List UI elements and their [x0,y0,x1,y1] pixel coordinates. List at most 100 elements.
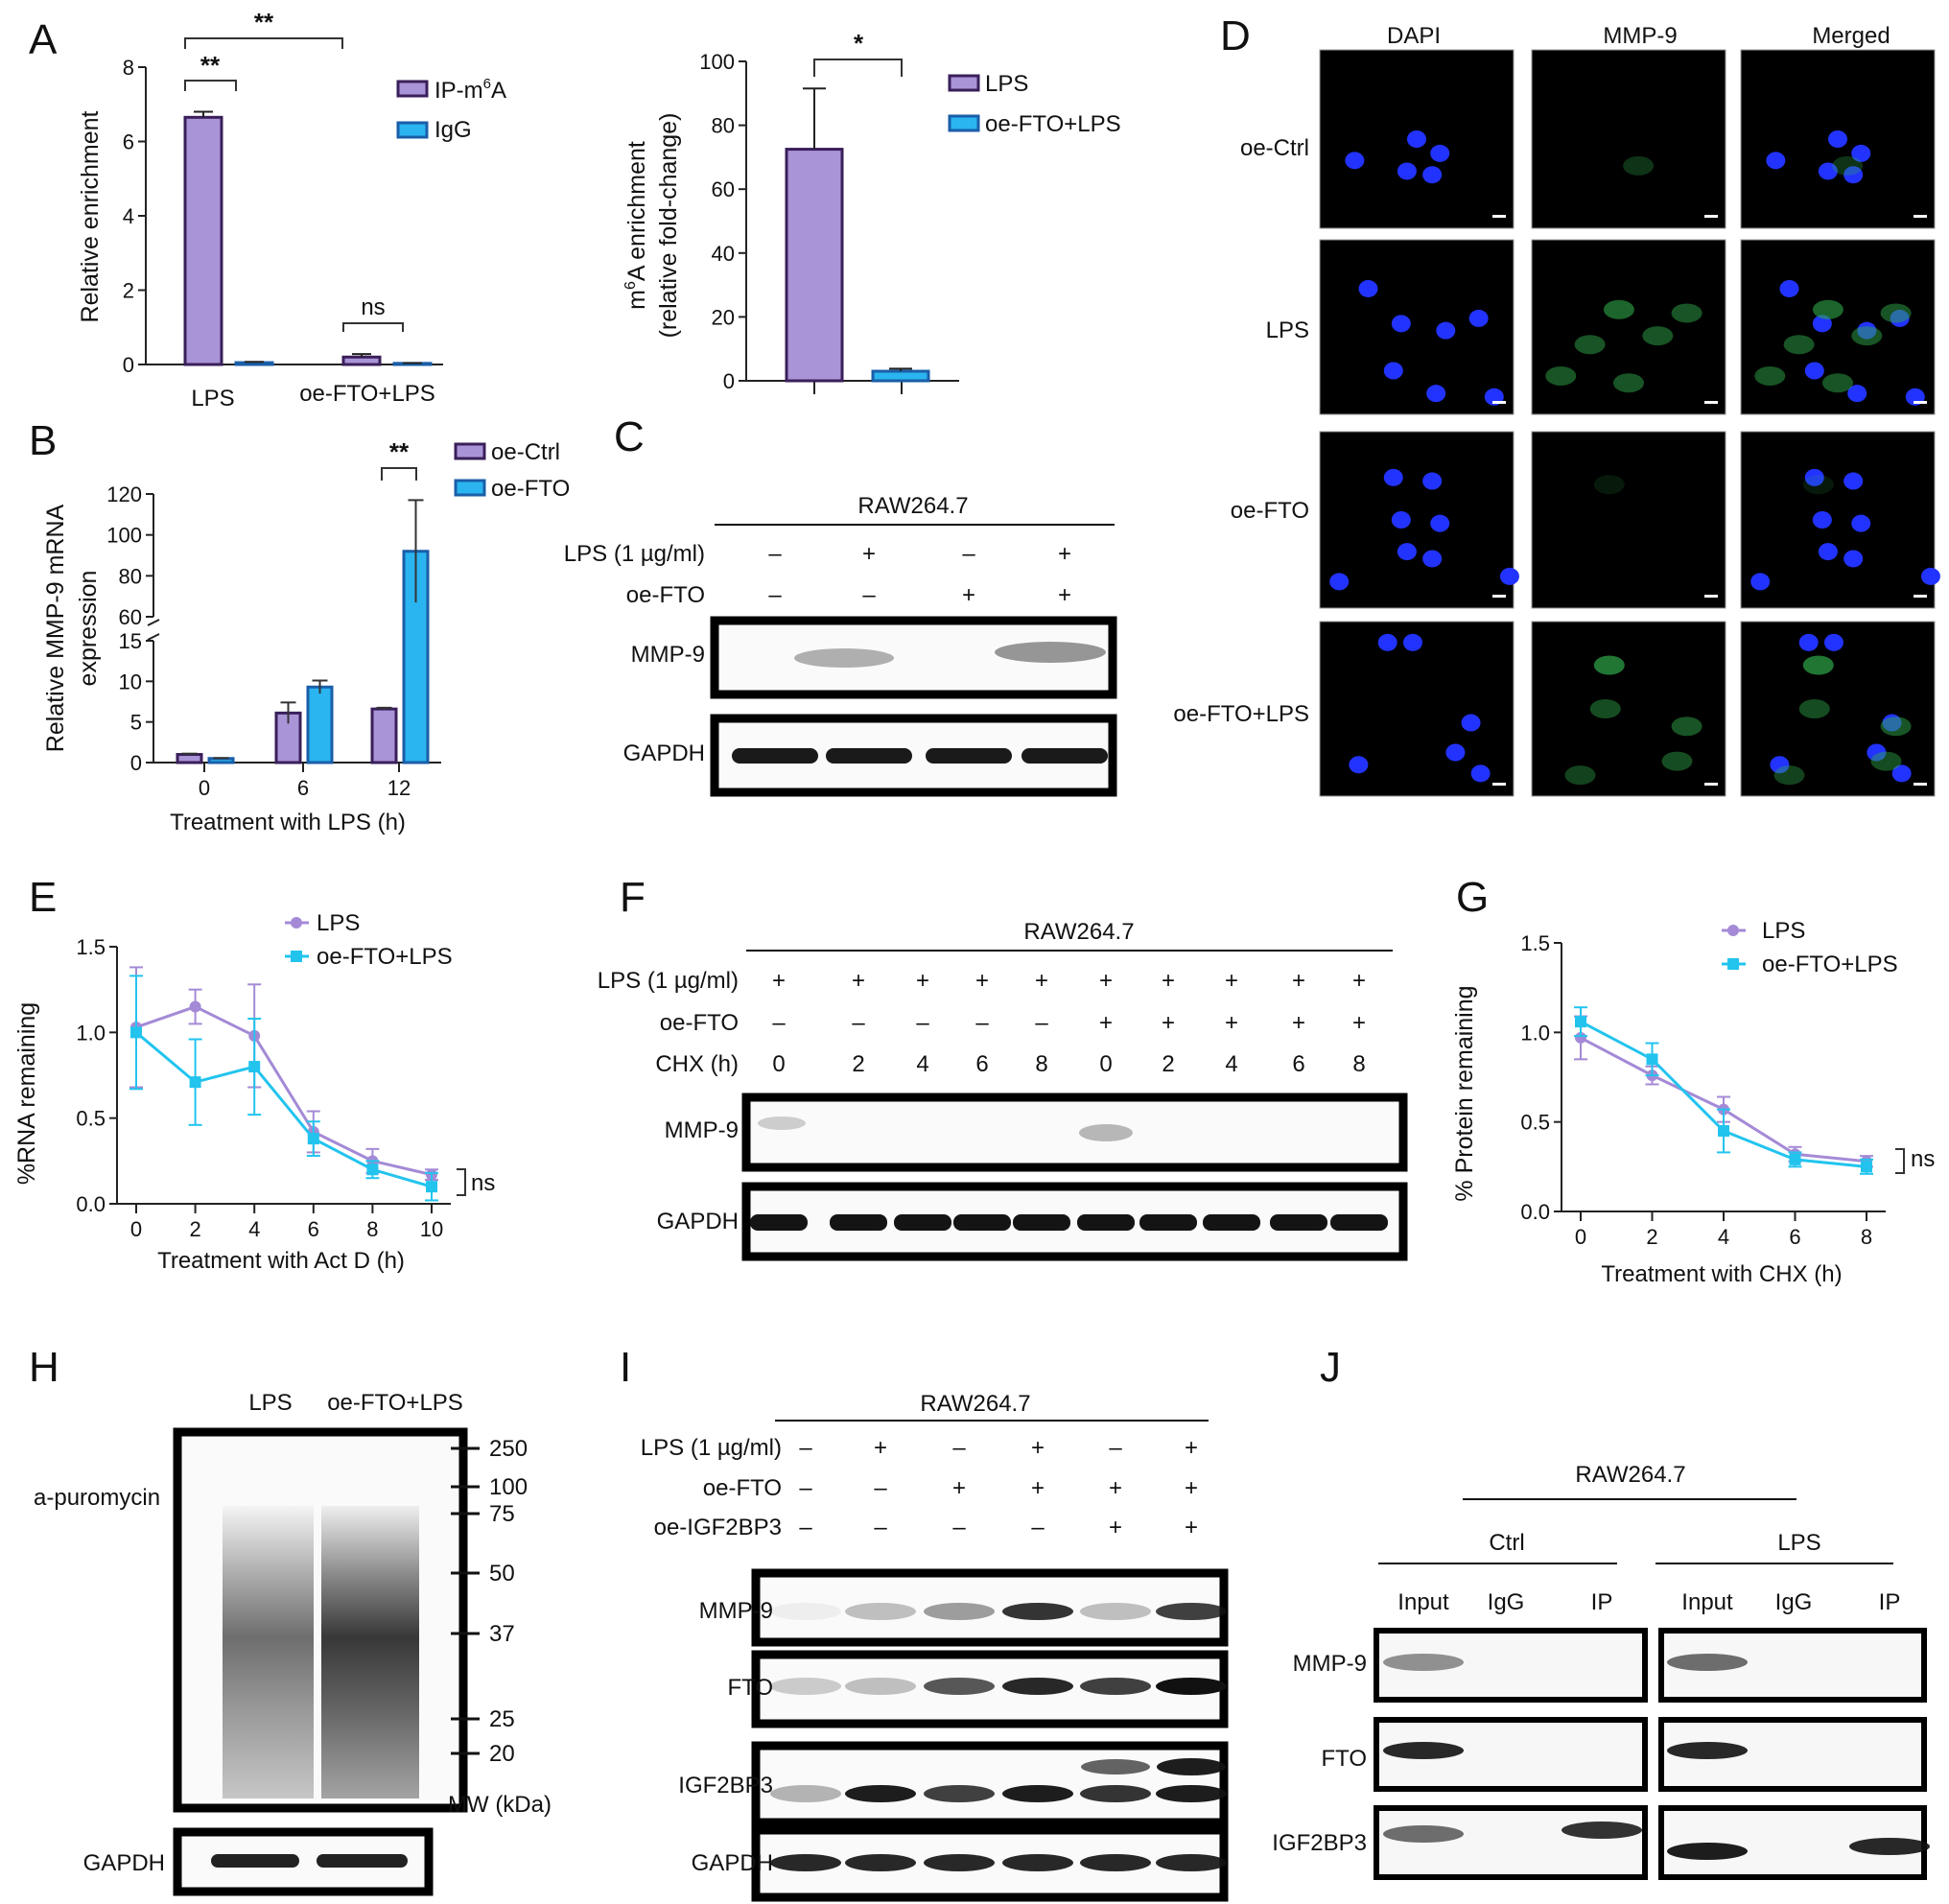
c-band-label-mmp9: MMP-9 [631,642,705,668]
i-sign-2-5: + [1185,1515,1198,1540]
panel-i-western: RAW264.7 LPS (1 µg/ml) oe-FTO oe-IGF2BP3… [641,1391,1229,1902]
d-row-oectrl: oe-Ctrl [1240,135,1309,161]
f-sign-1-4: – [1035,1010,1048,1036]
e-ns: ns [471,1170,495,1196]
d-nucleus-r2-c0-6 [1329,573,1350,591]
f-gapdh-band-8 [1270,1214,1327,1231]
b-sig-bracket [381,467,417,481]
i-blot-0 [751,1568,1229,1647]
d-signal-r1-c1-2 [1642,326,1674,346]
d-scalebar-r2-c0 [1492,595,1506,598]
d-image-r3-c1 [1531,621,1726,797]
f-gapdh-band-9 [1330,1214,1388,1231]
e-xtick-1: 2 [189,1217,200,1241]
h-blot-label: a-puromycin [34,1485,160,1511]
a2-sig-bracket [813,59,903,77]
d-nucleus-r3-c0-5 [1470,764,1491,783]
d-image-r0-c1 [1531,49,1726,229]
i-band-0-3 [1002,1603,1073,1620]
d-nucleus-r2-c2-7 [1920,567,1940,585]
d-nucleus-r2-c2-1 [1843,472,1864,490]
c-condition-signs: – + – + – – + + [768,541,1071,608]
i-condition-signs: – + – + – + – – + + + + – – – – + + [799,1435,1198,1540]
c-band-mmp9-lane2 [794,648,894,668]
e-ytick-2: 1.0 [76,1021,106,1045]
j-group-ctrl: Ctrl [1489,1530,1524,1556]
e-point-fto-0 [130,1026,142,1039]
d-signal-r3-c2-2 [1880,717,1912,737]
j-lane-5: IP [1879,1589,1901,1615]
d-scalebar-r1-c2 [1914,401,1927,404]
i-row-label-igf2bp3: oe-IGF2BP3 [654,1515,782,1540]
a2-sig: * [854,29,864,58]
b-ytick-up-3: 120 [106,482,142,506]
j-band-label-igf2bp3: IGF2BP3 [1272,1830,1367,1856]
c-gapdh-band-1 [826,748,912,764]
d-signal-r1-c1-3 [1671,303,1702,323]
d-image-grid [1319,49,1940,797]
a1-xtick-0: LPS [191,386,234,411]
b-ytick-low-1: 5 [130,711,142,735]
a2-legend-swatch-lps [948,74,980,92]
panel-letter-A: A [29,16,58,63]
d-image-r2-c0 [1319,431,1515,609]
a1-sig-bracket-2 [184,37,343,49]
e-legend-marker-lps [291,917,302,928]
d-signal-r2-c2-0 [1802,475,1834,495]
i-sign-2-0: – [799,1515,812,1540]
c-sign-1-3: + [1058,582,1071,608]
d-nucleus-r0-c0-2 [1430,144,1450,162]
d-signal-r2-c1-0 [1593,475,1625,495]
i-band-3-4 [1080,1854,1151,1871]
b-ytick-low-3: 15 [119,629,142,653]
f-sign-1-9: + [1352,1010,1366,1036]
i-band-1-1 [845,1678,916,1695]
f-sign-0-5: + [1099,968,1113,994]
i-sign-2-4: + [1109,1515,1122,1540]
a1-sig-1: ** [200,51,221,80]
j-band-3 [1667,1742,1748,1759]
e-point-fto-2 [248,1061,261,1073]
b-legend-fto: oe-FTO [491,476,570,502]
d-signal-r1-c1-0 [1545,365,1577,386]
h-lane-lps-smear [223,1506,314,1798]
i-band-igf2bp3-oe-5 [1081,1759,1150,1775]
f-sign-1-8: + [1292,1010,1305,1036]
d-nucleus-r2-c0-3 [1430,514,1450,532]
a1-legend-swatch-ipm6a [396,80,429,98]
a1-ylabel: Relative enrichment [77,110,104,322]
i-band-label-mmp9: MMP-9 [699,1598,773,1624]
a1-ytick-1: 2 [123,279,134,303]
d-scalebar-r3-c0 [1492,783,1506,786]
j-blots [1374,1628,1930,1880]
b-bar-fto-1 [306,685,334,764]
e-xtick-0: 0 [130,1217,142,1241]
c-sign-1-2: + [962,582,975,608]
a2-ytick-3: 60 [712,177,735,201]
e-xtick-5: 10 [420,1217,443,1241]
d-nucleus-r2-c0-2 [1391,511,1411,529]
f-sign-1-6: + [1162,1010,1175,1036]
j-band-0 [1383,1654,1464,1671]
f-gapdh-band-6 [1139,1214,1197,1231]
g-xlabel: Treatment with CHX (h) [1601,1261,1842,1287]
d-nucleus-r2-c2-3 [1851,514,1871,532]
i-band-2-0 [770,1785,841,1802]
j-lane-labels: Input IgG IP Input IgG IP [1397,1589,1900,1615]
f-gapdh-band-7 [1203,1214,1260,1231]
j-lane-0: Input [1397,1589,1449,1615]
d-signal-r3-c2-4 [1773,765,1805,786]
i-band-3-1 [845,1854,916,1871]
g-ytick-3: 1.5 [1520,931,1550,955]
b-ytick-up-1: 80 [119,564,142,588]
f-row-label-chx: CHX (h) [655,1051,739,1077]
panel-j-rip: RAW264.7 Ctrl LPS Input IgG IP Input IgG IP M… [1272,1462,1930,1880]
d-row-lps: LPS [1266,317,1309,343]
f-cell-line: RAW264.7 [1023,919,1134,945]
chart-a1-enrichment: Relative enrichment LPS oe-FTO+LPS IP-m6… [77,8,506,411]
f-sign-2-3: 6 [975,1051,988,1077]
f-row-label-lps: LPS (1 µg/ml) [598,968,739,994]
d-col-mmp9: MMP-9 [1603,23,1677,49]
f-sign-0-1: + [852,968,865,994]
i-band-3-5 [1156,1854,1227,1871]
